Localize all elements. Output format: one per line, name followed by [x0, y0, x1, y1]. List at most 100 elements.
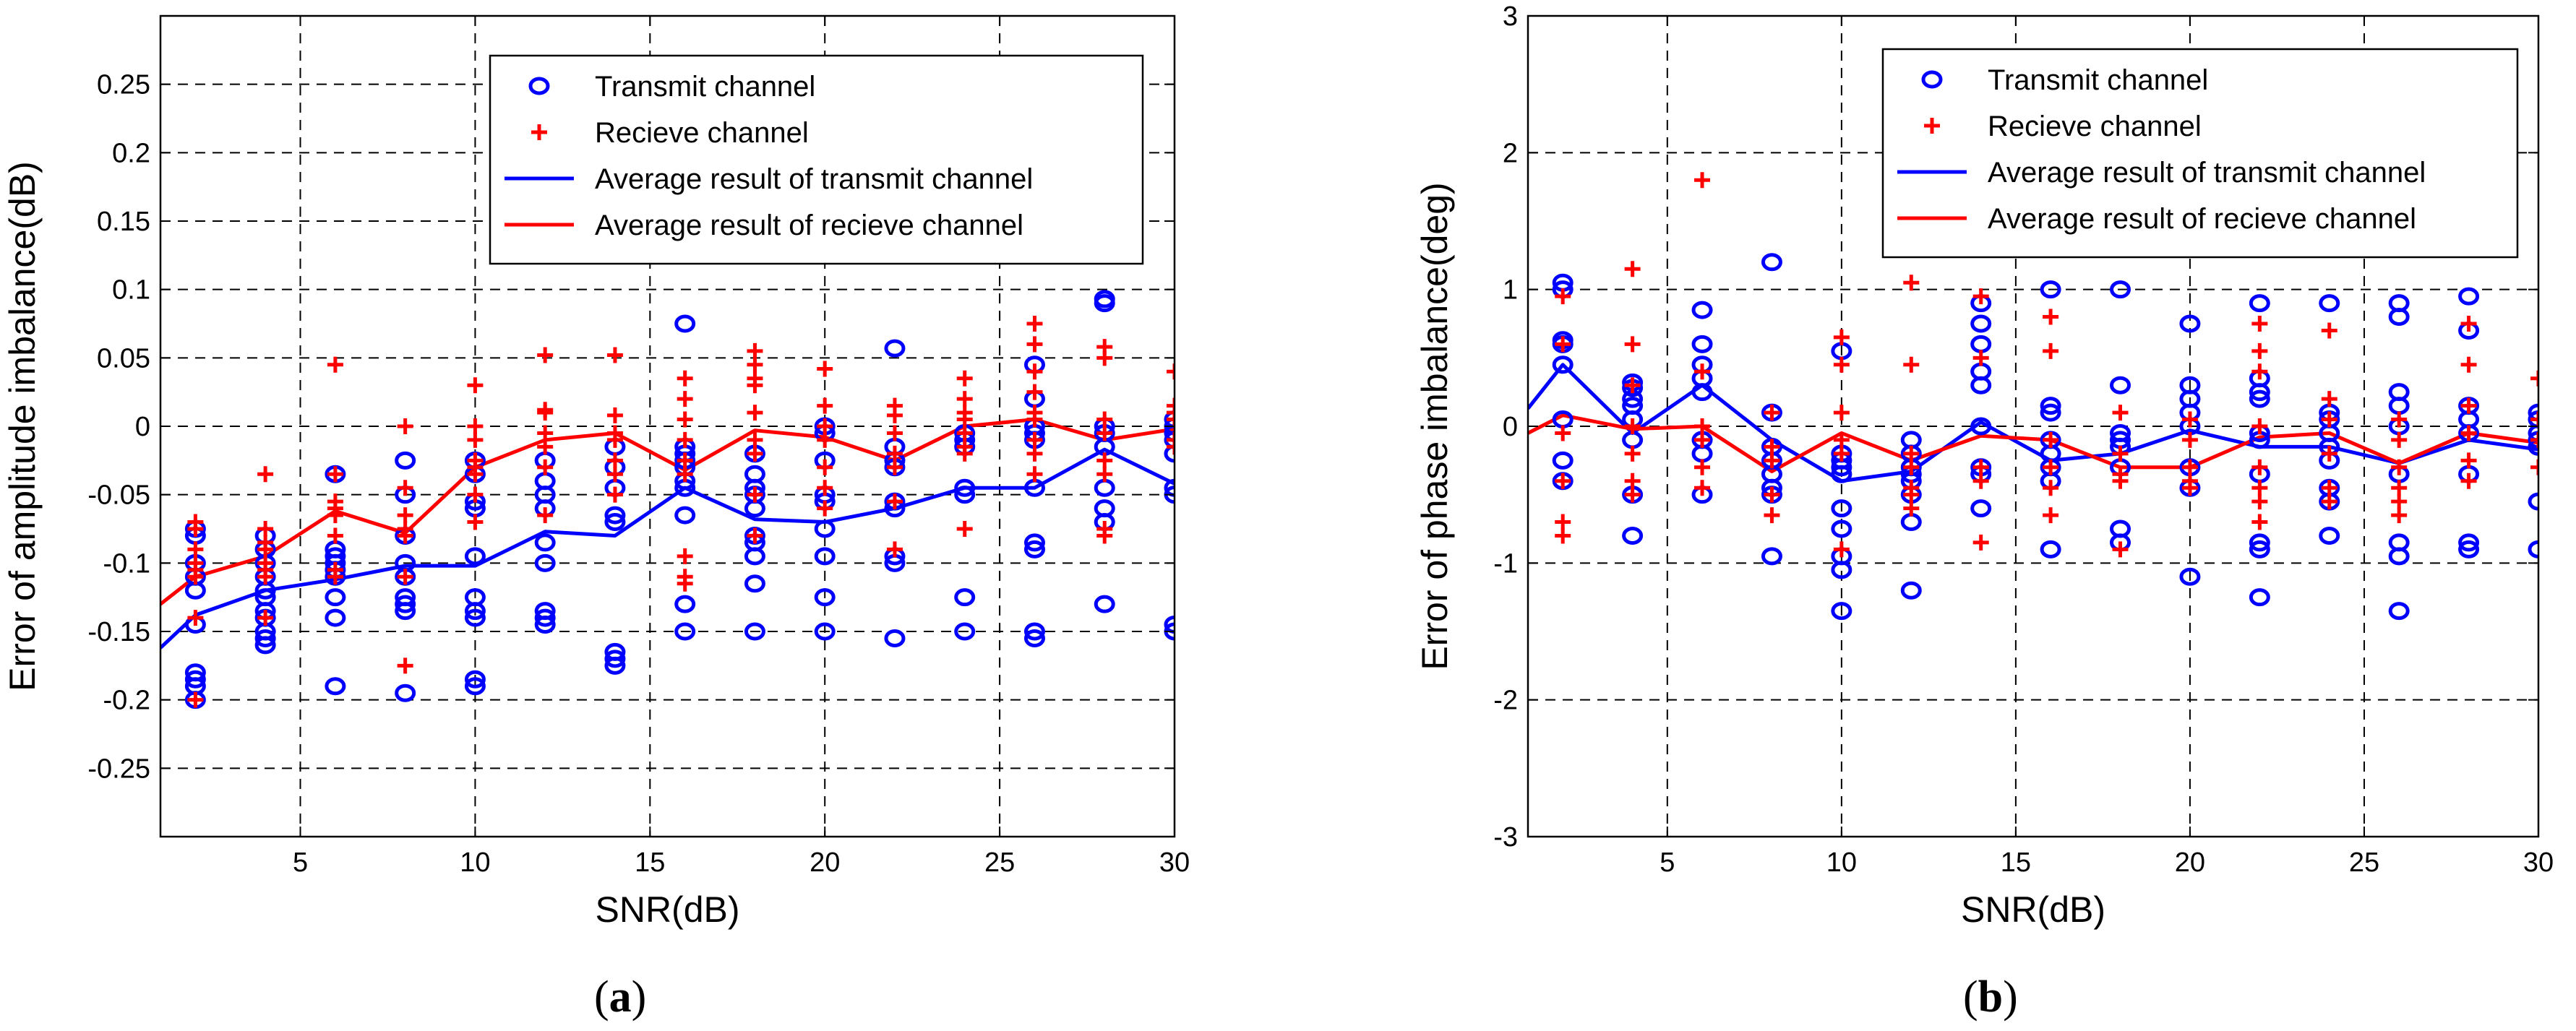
recieve-point: [1167, 431, 1175, 448]
recieve-point: [817, 500, 833, 517]
recieve-point: [956, 521, 973, 537]
recieve-point: [1026, 363, 1043, 380]
transmit-point: [1094, 290, 1115, 309]
recieve-point: [886, 493, 903, 510]
recieve-point: [2043, 309, 2059, 325]
recieve-point: [1555, 514, 1571, 530]
recieve-point: [1555, 425, 1571, 441]
recieve-point: [1026, 445, 1043, 462]
transmit-point: [2110, 280, 2131, 299]
recieve-point: [2112, 445, 2129, 462]
recieve-point: [606, 486, 623, 503]
recieve-point: [2530, 370, 2538, 387]
chart-b: 5 10 15 20 25 30 -3 -2 -1 0 1 2 3 SNR(dB) Error of pha…: [1414, 1, 2554, 930]
recieve-point: [677, 466, 693, 483]
recieve-point: [1026, 336, 1043, 353]
recieve-point: [467, 377, 484, 394]
recieve-point: [1026, 431, 1043, 448]
transmit-point: [1761, 547, 1782, 566]
recieve-point: [1764, 439, 1780, 455]
recieve-point: [2251, 459, 2268, 475]
recieve-point: [2321, 322, 2337, 339]
chart-a: 5 10 15 20 25 30 -0.25 -0.2 -0.15 -0.1 -0.05 0 0.05 0…: [2, 14, 1190, 930]
transmit-point: [1023, 533, 1045, 552]
transmit-point: [2249, 533, 2270, 552]
recieve-point: [187, 569, 204, 585]
recieve-point: [1624, 445, 1641, 462]
recieve-point: [747, 445, 763, 462]
transmit-point: [1970, 499, 1992, 518]
transmit-point: [1552, 355, 1573, 374]
transmit-point: [2249, 383, 2270, 402]
legend-plus-icon: [1924, 118, 1940, 134]
y-tick-label: -1: [1493, 548, 1518, 579]
transmit-point: [674, 314, 696, 333]
recieve-point: [1694, 480, 1711, 496]
recieve-point: [1026, 466, 1043, 483]
transmit-point: [1023, 622, 1045, 641]
legend-label: Average result of transmit channel: [595, 163, 1033, 195]
legend-label: Transmit channel: [595, 71, 815, 103]
y-tick-label: -0.2: [103, 686, 150, 716]
transmit-point: [674, 622, 696, 641]
recieve-point: [1167, 363, 1175, 380]
transmit-point: [954, 486, 976, 504]
recieve-point: [747, 342, 763, 359]
recieve-point: [1624, 486, 1641, 503]
transmit-point: [1970, 417, 1992, 436]
transmit-point: [1552, 451, 1573, 470]
recieve-point: [397, 527, 413, 544]
x-tick-label: 20: [2175, 847, 2205, 878]
recieve-point: [2391, 480, 2408, 496]
legend-item: Recieve channel: [1924, 111, 2202, 142]
transmit-point: [2179, 567, 2201, 586]
transmit-point: [884, 629, 906, 647]
transmit-point: [395, 451, 416, 470]
legend-plus-icon: [531, 124, 547, 140]
transmit-point: [2249, 294, 2270, 313]
x-axis-label: SNR(dB): [1961, 889, 2105, 930]
recieve-point: [1624, 377, 1641, 394]
recieve-point: [1026, 411, 1043, 428]
transmit-point: [2458, 533, 2480, 552]
recieve-point: [886, 445, 903, 462]
x-tick-label: 10: [1826, 847, 1857, 878]
recieve-point: [956, 411, 973, 428]
transmit-point: [674, 506, 696, 525]
legend-box: [1881, 48, 2519, 259]
recieve-point: [2321, 411, 2337, 428]
legend-circle-icon: [1921, 70, 1943, 89]
recieve-point: [1096, 411, 1113, 428]
x-tick-label: 5: [293, 847, 308, 878]
recieve-point: [467, 486, 484, 503]
recieve-point: [1833, 329, 1850, 345]
recieve-point: [537, 439, 554, 455]
transmit-point: [254, 636, 276, 655]
recieve-point: [467, 418, 484, 434]
transmit-point: [1831, 602, 1852, 621]
transmit-point: [814, 622, 836, 641]
legend-label: Recieve channel: [595, 117, 809, 149]
transmit-point: [2249, 540, 2270, 558]
transmit-point: [1164, 410, 1175, 429]
recieve-point: [747, 486, 763, 503]
transmit-point: [1164, 616, 1175, 634]
transmit-point: [1970, 376, 1992, 394]
recieve-point: [2321, 493, 2337, 510]
recieve-point: [2530, 459, 2538, 475]
recieve-point: [886, 541, 903, 558]
transmit-point: [464, 608, 486, 627]
transmit-point: [2458, 540, 2480, 558]
transmit-point: [464, 547, 486, 566]
transmit-point: [325, 588, 346, 607]
recieve-point: [886, 459, 903, 475]
recieve-point: [1903, 459, 1920, 475]
recieve-point: [327, 507, 343, 524]
y-tick-label: -0.15: [87, 617, 150, 647]
recieve-point: [1694, 172, 1711, 189]
transmit-point: [534, 553, 556, 572]
recieve-point: [1624, 336, 1641, 353]
recieve-point: [1903, 445, 1920, 462]
recieve-point: [257, 466, 274, 483]
recieve-point: [397, 418, 413, 434]
